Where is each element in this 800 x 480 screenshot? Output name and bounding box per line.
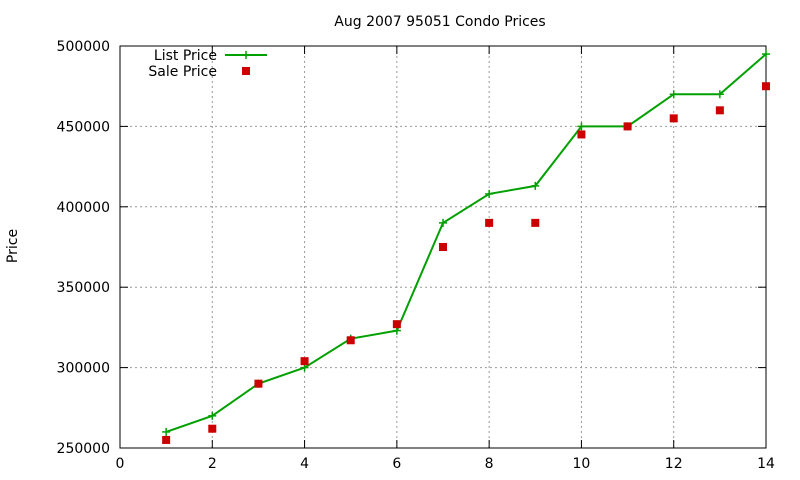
x-tick-label: 8 — [485, 456, 494, 472]
y-tick-label: 500000 — [57, 39, 110, 55]
list-price-point — [439, 218, 447, 227]
list-price-point — [531, 181, 540, 190]
list-price-point — [485, 189, 494, 198]
sale-price-point — [439, 243, 447, 251]
list-price-point — [762, 50, 770, 59]
sale-price-point — [346, 336, 355, 345]
list-price-point — [208, 411, 217, 420]
sale-price-point — [715, 106, 724, 115]
sale-price-point — [485, 218, 494, 227]
list-price-point — [669, 90, 678, 99]
grid — [120, 46, 766, 448]
x-tick-label: 0 — [116, 456, 125, 472]
y-tick-label: 400000 — [57, 200, 110, 216]
list-price-line — [165, 53, 767, 433]
sale-price-point — [531, 218, 540, 227]
x-tick-label: 10 — [573, 456, 591, 472]
y-tick-label: 350000 — [57, 280, 110, 296]
x-tick-label: 2 — [208, 456, 217, 472]
series-layer — [162, 50, 770, 444]
x-tick-label: 4 — [300, 456, 309, 472]
sale-price-point — [577, 130, 586, 139]
x-tick-label: 14 — [757, 456, 775, 472]
legend-label: Sale Price — [148, 64, 217, 80]
sale-price-point — [623, 122, 632, 131]
sale-price-point — [162, 435, 171, 444]
axis-ticks: 0 2 4 6 8 10 12 14 250000 300000 350000 400000 45000… — [57, 39, 775, 472]
y-tick-label: 250000 — [57, 441, 110, 457]
sale-price-point — [669, 114, 678, 123]
list-price-point — [162, 427, 171, 436]
y-tick-label: 300000 — [57, 361, 110, 377]
y-axis-label: Price — [5, 229, 21, 263]
x-tick-label: 12 — [665, 456, 683, 472]
legend-label: List Price — [154, 48, 217, 64]
y-tick-label: 450000 — [57, 119, 110, 135]
chart-title: Aug 2007 95051 Condo Prices — [334, 14, 545, 30]
x-tick-label: 6 — [392, 456, 401, 472]
plot-frame — [119, 45, 767, 449]
sale-price-point — [208, 424, 217, 433]
legend-square-swatch — [242, 67, 250, 75]
list-price-point — [577, 122, 586, 131]
list-price-point — [715, 90, 724, 99]
sale-price-point — [762, 82, 770, 91]
sale-price-point — [392, 320, 401, 329]
sale-price-point — [254, 379, 263, 388]
sale-price-point — [300, 357, 309, 366]
